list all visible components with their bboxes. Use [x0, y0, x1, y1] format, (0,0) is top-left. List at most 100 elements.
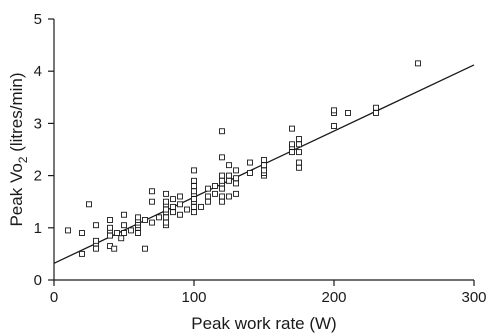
data-point	[177, 193, 183, 200]
data-point	[170, 196, 176, 203]
x-tick-label: 100	[181, 289, 206, 306]
data-point	[331, 123, 337, 129]
data-point	[107, 217, 113, 223]
x-tick-label: 200	[321, 289, 346, 306]
y-axis-ticks: 0 1 2 3 4 5	[34, 11, 54, 289]
data-point	[156, 214, 162, 221]
data-point	[191, 188, 197, 195]
data-point	[111, 245, 118, 252]
data-point	[233, 190, 239, 197]
data-point	[79, 230, 85, 236]
data-point	[219, 177, 225, 184]
data-point	[135, 230, 141, 236]
data-point	[331, 107, 337, 114]
data-point	[121, 230, 127, 236]
data-point	[296, 141, 302, 148]
data-point	[191, 196, 197, 203]
data-point	[247, 159, 253, 166]
y-tick-label: 1	[34, 220, 42, 237]
x-tick-label: 0	[50, 289, 58, 306]
y-axis-title-subscript: 2	[16, 156, 30, 163]
y-tick-label: 5	[34, 11, 42, 28]
data-point	[163, 214, 169, 221]
data-point	[149, 188, 155, 195]
data-point	[289, 125, 295, 132]
data-point	[261, 162, 267, 169]
data-point	[198, 203, 204, 210]
data-point	[107, 224, 113, 231]
data-point	[149, 219, 155, 226]
data-point	[296, 159, 302, 166]
data-point	[296, 164, 302, 171]
data-point	[128, 227, 134, 234]
data-point	[247, 170, 253, 176]
data-point	[191, 209, 197, 216]
data-point	[191, 167, 197, 174]
data-point	[219, 198, 225, 205]
data-point	[191, 177, 197, 184]
data-point	[177, 201, 183, 208]
data-point	[184, 206, 190, 213]
data-point	[219, 185, 225, 192]
data-point	[296, 149, 302, 156]
y-tick-label: 3	[34, 115, 42, 132]
data-point	[233, 180, 239, 187]
data-point	[212, 183, 218, 189]
data-point	[261, 156, 267, 163]
data-point	[205, 198, 211, 205]
data-point	[373, 104, 379, 111]
data-point	[163, 206, 169, 213]
data-point	[118, 235, 125, 242]
data-point	[163, 219, 169, 226]
data-point	[205, 185, 211, 192]
y-tick-label: 2	[34, 168, 42, 185]
data-point	[219, 172, 225, 179]
data-point	[212, 190, 218, 197]
data-point	[219, 128, 225, 135]
data-point	[226, 162, 232, 169]
data-point	[107, 232, 113, 239]
data-point	[121, 222, 127, 229]
data-point	[142, 245, 148, 252]
data-point	[65, 227, 71, 234]
data-point	[177, 211, 183, 218]
x-tick-label: 300	[461, 289, 486, 306]
data-point	[163, 190, 169, 197]
data-point	[79, 250, 85, 257]
data-point	[226, 177, 232, 184]
data-points	[65, 60, 421, 257]
data-point	[170, 203, 176, 210]
data-point	[289, 149, 295, 156]
x-axis-ticks: 0 100 200 300	[50, 280, 487, 306]
data-point	[121, 211, 127, 218]
data-point	[86, 201, 92, 208]
data-point	[142, 217, 148, 223]
data-point	[289, 141, 295, 148]
data-point	[373, 110, 379, 116]
y-axis-title-suffix: (litres/min)	[7, 72, 26, 156]
data-point	[261, 167, 267, 174]
data-point	[93, 237, 99, 244]
data-point	[219, 154, 225, 161]
axes	[53, 19, 474, 281]
data-point	[114, 230, 120, 236]
data-point	[226, 172, 232, 179]
data-point	[233, 175, 239, 182]
y-axis-title-main: Peak Vo	[7, 163, 26, 226]
y-axis-title: Peak Vo2 (litres/min)	[7, 72, 30, 226]
x-axis-title: Peak work rate (W)	[191, 314, 336, 333]
data-point	[191, 183, 197, 189]
data-point	[415, 60, 421, 67]
data-point	[93, 245, 99, 252]
data-point	[163, 198, 169, 205]
y-tick-label: 4	[34, 63, 42, 80]
data-point	[149, 198, 155, 205]
data-point	[219, 193, 225, 200]
y-tick-label: 0	[34, 272, 42, 289]
data-point	[135, 214, 141, 221]
data-point	[296, 136, 302, 143]
data-point	[345, 110, 351, 116]
data-point	[93, 222, 99, 229]
data-point	[233, 167, 239, 174]
data-point	[205, 193, 211, 200]
